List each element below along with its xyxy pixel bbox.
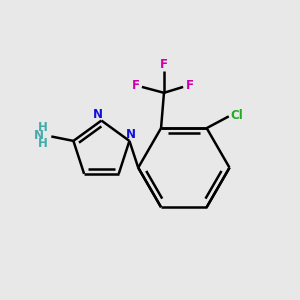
Text: N: N <box>34 129 44 142</box>
Text: F: F <box>186 79 194 92</box>
Text: N: N <box>93 108 103 121</box>
Text: H: H <box>38 137 48 150</box>
Text: F: F <box>160 58 168 71</box>
Text: H: H <box>38 121 48 134</box>
Text: Cl: Cl <box>231 109 243 122</box>
Text: N: N <box>126 128 136 141</box>
Text: F: F <box>131 79 140 92</box>
